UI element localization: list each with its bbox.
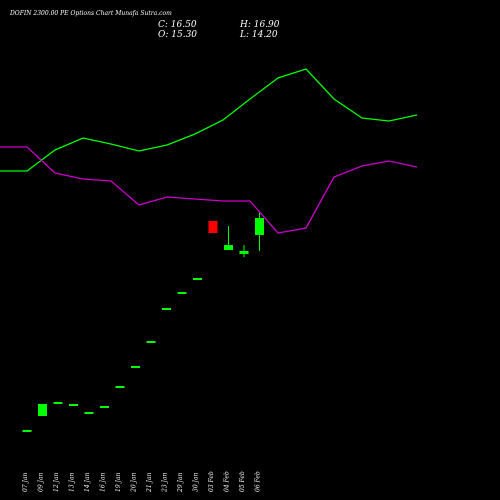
candle-body bbox=[53, 402, 63, 404]
indicator-lines bbox=[0, 68, 418, 234]
x-tick-label: 23 Jan bbox=[162, 472, 169, 493]
candle-body bbox=[239, 251, 249, 254]
indicator-line-1 bbox=[0, 68, 418, 172]
high-value: H: 16.90 bbox=[240, 20, 280, 30]
candle-body bbox=[177, 292, 187, 294]
candle-body bbox=[208, 221, 218, 233]
candle-body bbox=[115, 386, 125, 388]
indicator-line-2 bbox=[0, 146, 418, 234]
x-tick-label: 09 Jan bbox=[38, 472, 45, 492]
x-tick-label: 30 Jan bbox=[193, 472, 200, 492]
x-tick-label: 12 Jan bbox=[53, 472, 60, 492]
candle-body bbox=[69, 404, 78, 406]
x-tick-label: 04 Feb bbox=[224, 471, 231, 492]
candles bbox=[22, 213, 264, 432]
x-tick-label: 05 Feb bbox=[239, 471, 246, 492]
x-tick-label: 07 Jan bbox=[22, 472, 29, 492]
chart-title: DOFIN 2300.00 PE Options Chart Munafa Su… bbox=[10, 10, 172, 17]
open-value: O: 15.30 bbox=[158, 30, 198, 40]
low-value: L: 14.20 bbox=[240, 30, 278, 40]
close-value: C: 16.50 bbox=[158, 20, 197, 30]
candle-body bbox=[131, 366, 140, 368]
candle-body bbox=[100, 406, 109, 408]
x-tick-label: 16 Jan bbox=[100, 472, 107, 492]
x-tick-label: 14 Jan bbox=[84, 472, 91, 492]
x-tick-label: 03 Feb bbox=[208, 471, 215, 492]
x-tick-label: 29 Jan bbox=[177, 472, 184, 493]
x-axis-labels: 07 Jan 09 Jan 12 Jan 13 Jan 14 Jan 16 Jan 19 J… bbox=[22, 471, 262, 493]
candle-body bbox=[224, 245, 233, 250]
candle-body bbox=[84, 412, 94, 414]
candle-body bbox=[146, 341, 156, 343]
candle-body bbox=[22, 430, 32, 432]
candle-body bbox=[255, 218, 264, 235]
x-tick-label: 13 Jan bbox=[69, 472, 76, 492]
x-tick-label: 21 Jan bbox=[146, 472, 153, 493]
candle-body bbox=[193, 278, 202, 280]
x-tick-label: 06 Feb bbox=[255, 471, 262, 492]
candle-body bbox=[162, 308, 171, 310]
x-tick-label: 20 Jan bbox=[131, 472, 138, 493]
x-tick-label: 19 Jan bbox=[115, 472, 122, 492]
candle-body bbox=[38, 404, 47, 416]
